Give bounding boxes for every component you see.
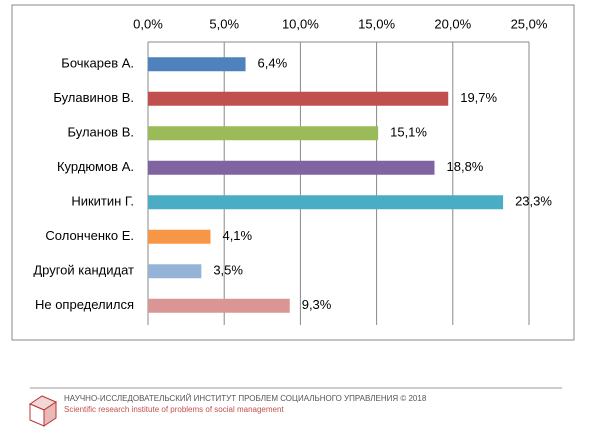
y-tick-label: Не определился	[35, 297, 134, 312]
y-tick-label: Никитин Г.	[71, 194, 134, 209]
footer-subtitle: Scientific research institute of problem…	[64, 405, 284, 414]
bar	[148, 126, 379, 141]
value-label: 23,3%	[515, 194, 552, 209]
x-tick-label: 15,0%	[358, 16, 395, 31]
value-label: 3,5%	[213, 263, 243, 278]
bar	[148, 264, 202, 279]
value-label: 18,8%	[447, 159, 484, 174]
value-label: 19,7%	[460, 90, 497, 105]
value-label: 9,3%	[302, 297, 332, 312]
value-label: 4,1%	[222, 228, 252, 243]
y-tick-label: Бочкарев А.	[61, 56, 134, 71]
bar	[148, 57, 246, 72]
x-tick-label: 5,0%	[209, 16, 239, 31]
x-tick-label: 10,0%	[282, 16, 319, 31]
bar	[148, 91, 449, 106]
bar	[148, 298, 290, 313]
x-tick-label: 0,0%	[133, 16, 163, 31]
bar	[148, 195, 504, 210]
value-label: 15,1%	[390, 125, 427, 140]
footer-title: НАУЧНО-ИССЛЕДОВАТЕЛЬСКИЙ ИНСТИТУТ ПРОБЛЕ…	[64, 394, 427, 403]
y-tick-label: Курдюмов А.	[57, 159, 134, 174]
y-tick-label: Булавинов В.	[53, 90, 134, 105]
value-label: 6,4%	[258, 56, 288, 71]
y-tick-label: Другой кандидат	[33, 263, 134, 278]
bar	[148, 229, 211, 244]
bar	[148, 160, 435, 175]
y-tick-label: Буланов В.	[68, 125, 135, 140]
y-tick-label: Солонченко Е.	[45, 228, 134, 243]
x-tick-label: 20,0%	[434, 16, 471, 31]
logo	[28, 395, 58, 427]
x-tick-label: 25,0%	[511, 16, 548, 31]
